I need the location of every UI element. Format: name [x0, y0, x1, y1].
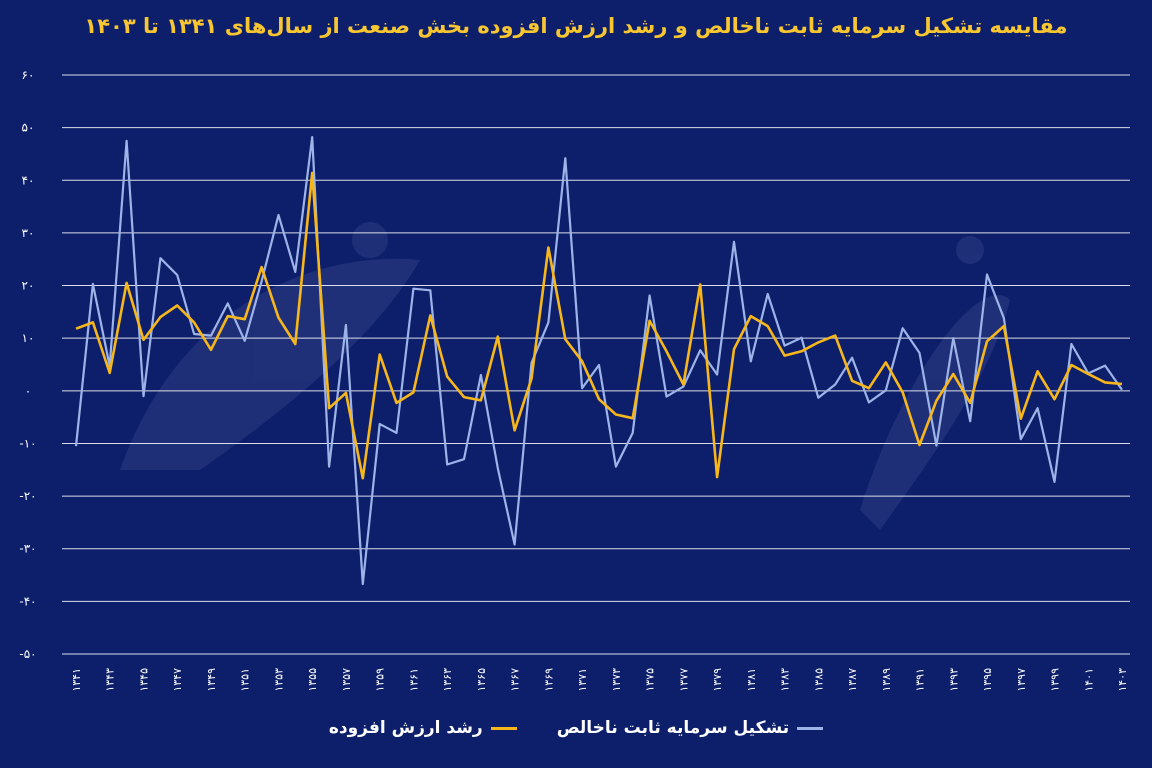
x-tick-label: ۱۳۴۳: [104, 668, 117, 692]
legend-label-series-2: رشد ارزش افزوده: [328, 718, 483, 738]
x-tick-label: ۱۳۶۵: [475, 668, 488, 692]
legend-label-series-1: تشکیل سرمایه ثابت ناخالص: [556, 718, 790, 738]
y-tick-label: ۲۰: [22, 279, 35, 293]
y-tick-label: ۰: [25, 384, 31, 398]
x-tick-label: ۱۳۴۱: [70, 668, 83, 692]
legend: تشکیل سرمایه ثابت ناخالص رشد ارزش افزوده: [0, 718, 1152, 738]
x-tick-label: ۱۳۸۳: [779, 668, 792, 692]
x-tick-label: ۱۳۵۱: [239, 668, 252, 692]
x-tick-label: ۱۳۶۱: [407, 668, 420, 692]
series-line-2: [75, 171, 1123, 480]
x-tick-label: ۱۳۷۹: [711, 668, 724, 692]
x-tick-label: ۱۳۹۱: [914, 668, 927, 692]
x-tick-label: ۱۳۹۷: [1015, 668, 1028, 692]
x-tick-label: ۱۳۷۳: [610, 668, 623, 692]
x-tick-label: ۱۳۸۹: [880, 668, 893, 692]
x-tick-label: ۱۳۴۷: [171, 668, 184, 692]
y-tick-label: -۲۰: [19, 489, 36, 503]
x-tick-label: ۱۳۵۹: [374, 668, 387, 692]
x-tick-label: ۱۳۸۵: [812, 668, 825, 692]
y-tick-label: ۶۰: [22, 68, 35, 82]
y-tick-label: -۴۰: [19, 594, 36, 608]
x-tick-label: ۱۳۴۵: [137, 668, 150, 692]
legend-item-series-1: تشکیل سرمایه ثابت ناخالص: [556, 718, 824, 738]
watermark-logo: [120, 222, 1010, 530]
x-tick-label: ۱۳۸۱: [745, 668, 758, 692]
series-line-1: [74, 136, 1123, 586]
x-tick-label: ۱۳۷۷: [677, 668, 690, 692]
x-tick-label: ۱۳۵۵: [306, 668, 319, 692]
x-tick-label: ۱۳۶۷: [509, 668, 522, 692]
x-tick-label: ۱۴۰۱: [1082, 668, 1095, 692]
x-tick-label: ۱۳۶۹: [542, 668, 555, 692]
x-tick-label: ۱۳۵۳: [272, 668, 285, 692]
y-tick-label: -۵۰: [19, 647, 36, 661]
line-chart: ۶۰ ۵۰ ۴۰ ۳۰ ۲۰ ۱۰ ۰ -۱۰ -۲۰ -۳۰ -۴۰ -۵۰ ۱۳۴۱ ۱۳۴۳ ۱۳۴…: [19, 68, 1130, 692]
x-tick-label: ۱۳۶۳: [441, 668, 454, 692]
x-tick-label: ۱۳۹۳: [947, 668, 960, 692]
y-tick-label: ۴۰: [22, 173, 35, 187]
y-tick-label: ۳۰: [22, 226, 35, 240]
x-tick-label: ۱۳۹۵: [981, 668, 994, 692]
chart-title: مقایسه تشکیل سرمایه ثابت ناخالص و رشد ار…: [84, 14, 1068, 38]
y-tick-label: -۳۰: [19, 542, 36, 556]
x-tick-label: ۱۳۹۹: [1049, 668, 1062, 692]
x-tick-label: ۱۴۰۳: [1116, 668, 1129, 692]
x-tick-label: ۱۳۸۷: [846, 668, 859, 692]
legend-item-series-2: رشد ارزش افزوده: [329, 718, 517, 738]
y-tick-label: ۱۰: [22, 331, 35, 345]
x-tick-label: ۱۳۴۹: [205, 668, 218, 692]
legend-swatch-series-1: [797, 726, 824, 730]
x-tick-label: ۱۳۷۵: [644, 668, 657, 692]
x-tick-label: ۱۳۵۷: [340, 668, 353, 692]
y-tick-label: -۱۰: [19, 436, 36, 450]
y-tick-label: ۵۰: [22, 121, 35, 135]
legend-swatch-series-2: [490, 726, 517, 730]
x-tick-label: ۱۳۷۱: [576, 668, 589, 692]
